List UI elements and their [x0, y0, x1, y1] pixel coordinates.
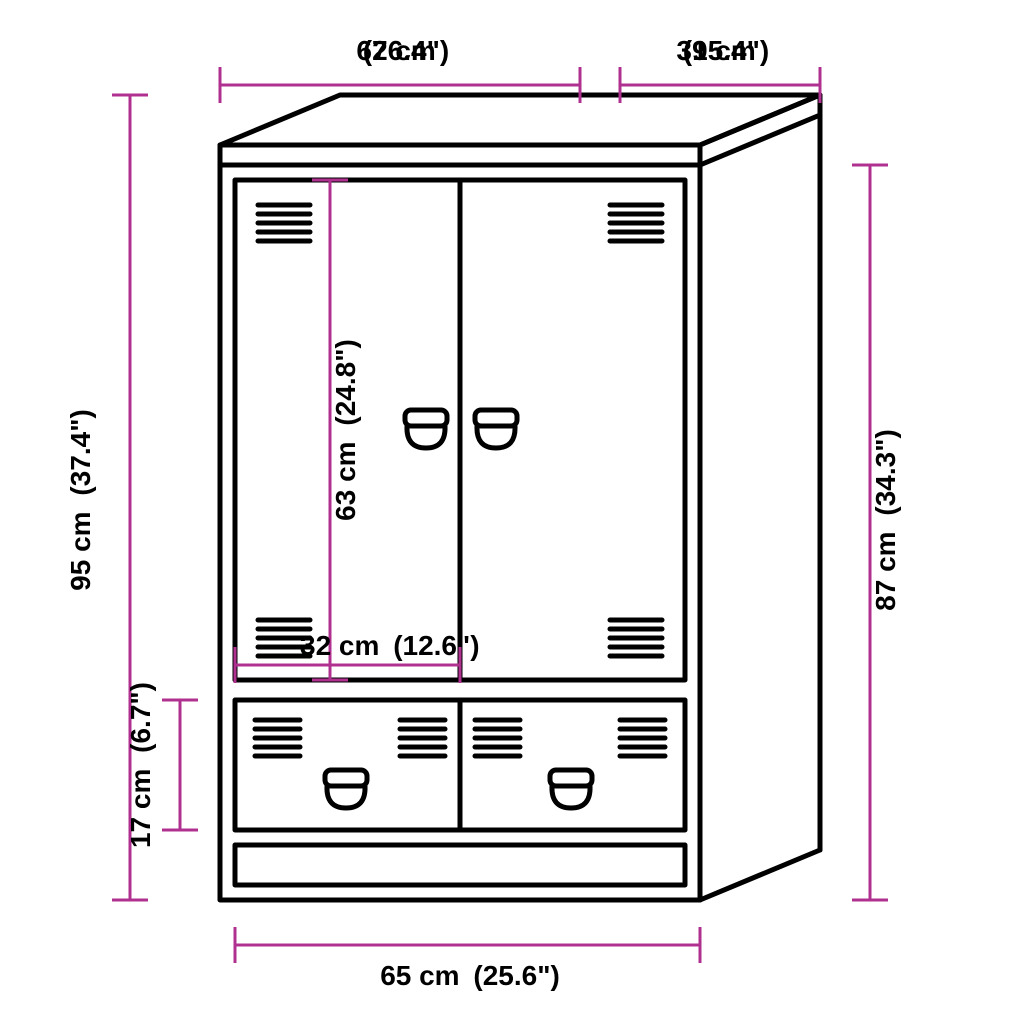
label-base-width: 65 cm (25.6") — [380, 960, 560, 991]
label-drawer-height: 17 cm (6.7") — [125, 682, 156, 848]
label-full-height: 95 cm (37.4") — [65, 409, 96, 591]
cabinet-dimension-diagram: 67 cm (26.4") 39 cm (15.4") 95 cm (37.4"… — [0, 0, 1024, 1024]
cabinet-drawing — [220, 95, 820, 900]
label-body-height: 87 cm (34.3") — [870, 429, 901, 611]
label-door-width: 32 cm (12.6") — [300, 630, 480, 661]
label-top-depth: 39 cm (15.4") — [676, 35, 769, 66]
label-door-height: 63 cm (24.8") — [330, 339, 361, 521]
label-top-width: 67 cm (26.4") — [356, 35, 449, 66]
